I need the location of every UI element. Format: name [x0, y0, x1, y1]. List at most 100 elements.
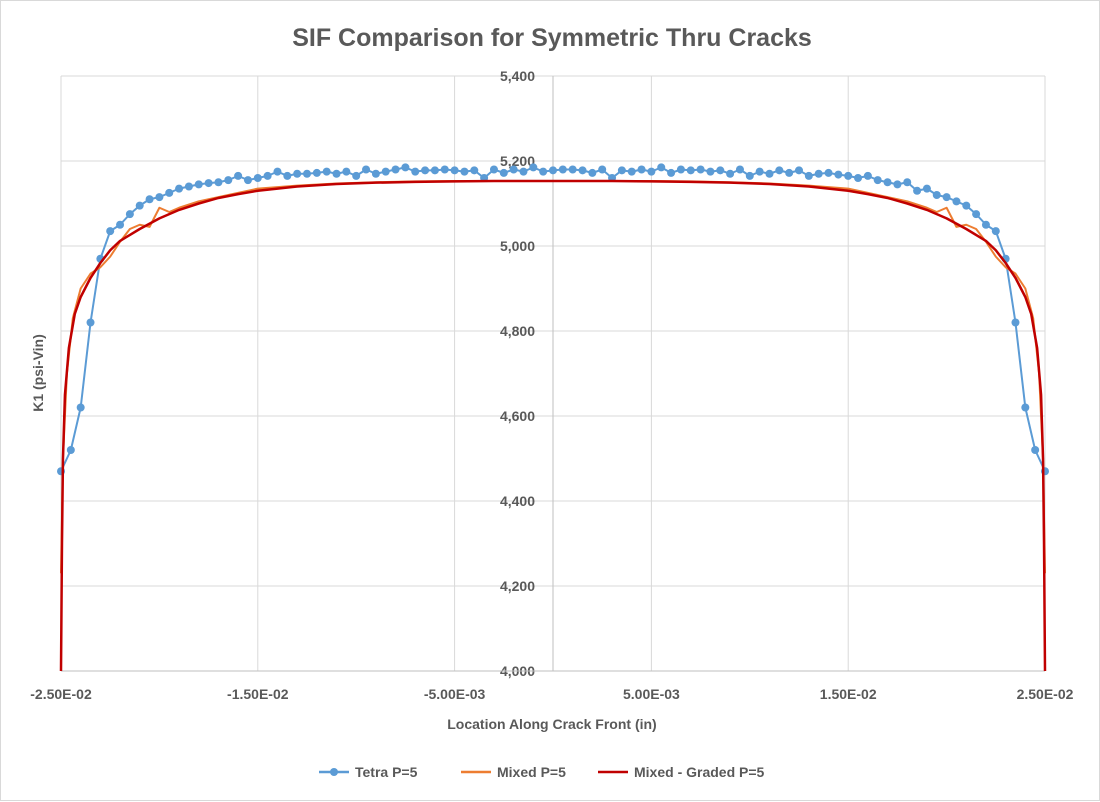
x-axis-label: Location Along Crack Front (in) [447, 716, 656, 732]
data-point [342, 167, 351, 176]
data-point [175, 184, 184, 193]
data-point [834, 170, 843, 179]
data-point [972, 210, 981, 219]
data-point [125, 210, 134, 219]
data-point [627, 167, 636, 176]
legend: Tetra P=5 Mixed P=5 Mixed - Graded P=5 [319, 764, 765, 780]
data-point [194, 180, 203, 189]
data-point [745, 171, 754, 180]
legend-label: Tetra P=5 [355, 764, 418, 780]
data-point [775, 166, 784, 175]
data-point [844, 171, 853, 180]
data-point [293, 169, 302, 178]
data-point [283, 171, 292, 180]
data-point [421, 166, 430, 175]
data-point [430, 166, 439, 175]
chart-title: SIF Comparison for Symmetric Thru Cracks [292, 24, 812, 52]
series-line [59, 179, 1047, 672]
data-point [765, 169, 774, 178]
y-tick-label: 4,400 [500, 493, 535, 509]
data-point [981, 220, 990, 229]
y-tick-label: 4,200 [500, 578, 535, 594]
data-point [873, 176, 882, 185]
data-point [617, 166, 626, 175]
data-point [116, 220, 125, 229]
data-point [214, 178, 223, 187]
y-tick-label: 4,800 [500, 323, 535, 339]
data-point [726, 169, 735, 178]
data-point [1011, 318, 1020, 327]
data-point [795, 166, 803, 175]
data-point [686, 166, 695, 175]
data-point [667, 168, 676, 177]
data-point [863, 171, 872, 180]
data-point [76, 403, 85, 412]
data-point [932, 191, 941, 199]
legend-item: Mixed P=5 [461, 764, 566, 780]
legend-label: Mixed - Graded P=5 [634, 764, 765, 780]
data-point [903, 178, 912, 187]
data-point [716, 166, 725, 175]
data-point [785, 168, 794, 177]
data-point [322, 167, 331, 176]
data-point [450, 166, 459, 175]
data-point [735, 165, 744, 174]
data-point [922, 184, 931, 193]
data-point [706, 167, 715, 176]
data-point [86, 318, 95, 327]
data-point [529, 163, 538, 172]
data-point [942, 193, 951, 202]
data-point [243, 176, 252, 185]
data-point [401, 163, 410, 172]
legend-label: Mixed P=5 [497, 764, 566, 780]
data-point [676, 165, 685, 174]
x-tick-label: -2.50E-02 [30, 686, 92, 702]
data-point [440, 165, 449, 174]
data-point [263, 171, 272, 180]
data-point [814, 169, 823, 178]
data-point [165, 188, 174, 197]
data-point [568, 165, 577, 174]
y-axis-label: K1 (psi-Vin) [30, 334, 46, 412]
data-point [391, 165, 400, 174]
series-2 [59, 179, 1047, 672]
data-point [696, 165, 705, 174]
data-point [499, 168, 508, 177]
data-point [145, 195, 154, 204]
data-point [253, 174, 262, 182]
x-tick-label: 1.50E-02 [820, 686, 877, 702]
data-point [1021, 403, 1030, 412]
data-point [804, 171, 813, 180]
data-point [962, 201, 971, 210]
axes: 4,0004,2004,4004,6004,8005,0005,2005,400… [30, 68, 1073, 702]
series-layer [57, 163, 1049, 672]
data-point [637, 165, 646, 174]
data-point [991, 227, 1000, 236]
data-point [273, 167, 282, 176]
x-tick-label: -5.00E-03 [424, 686, 486, 702]
y-tick-label: 5,200 [500, 153, 535, 169]
data-point [755, 167, 764, 176]
data-point [371, 169, 380, 178]
data-point [66, 446, 75, 454]
data-point [558, 165, 567, 174]
data-point [460, 167, 469, 176]
data-point [509, 165, 518, 174]
x-tick-label: -1.50E-02 [227, 686, 289, 702]
data-point [519, 167, 528, 176]
data-point [224, 176, 233, 185]
data-point [234, 171, 243, 180]
data-point [883, 178, 892, 187]
data-point [184, 182, 193, 191]
data-point [135, 201, 144, 210]
data-point [598, 165, 607, 174]
data-point [352, 171, 361, 180]
data-point [1031, 446, 1040, 454]
data-point [470, 166, 479, 175]
x-tick-label: 5.00E-03 [623, 686, 680, 702]
legend-marker [330, 768, 338, 776]
data-point [489, 165, 498, 174]
data-point [411, 167, 420, 176]
data-point [362, 165, 371, 174]
data-point [155, 193, 164, 202]
